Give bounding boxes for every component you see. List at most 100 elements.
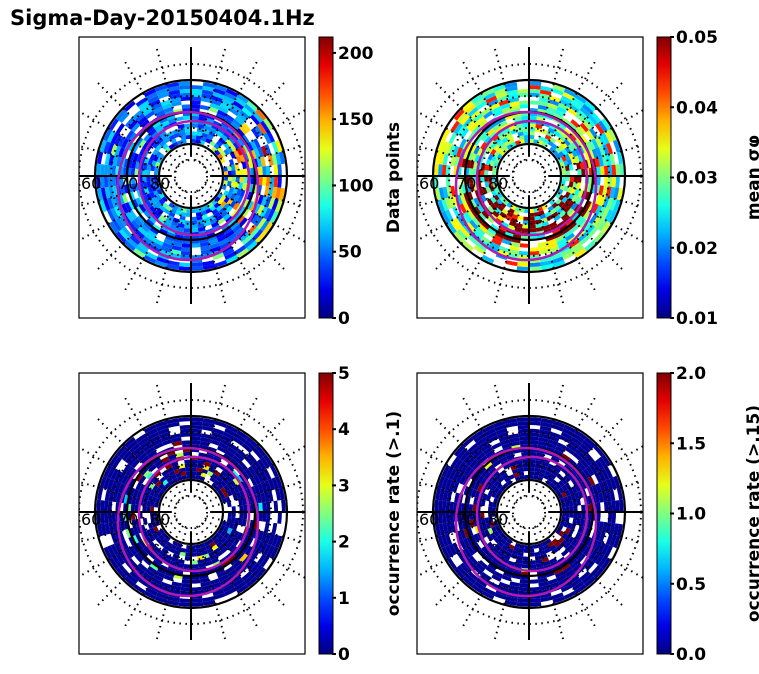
heatmap-bin bbox=[485, 158, 492, 166]
heatmap-bin bbox=[135, 481, 143, 491]
heatmap-bin bbox=[493, 144, 501, 152]
heatmap-bin bbox=[219, 241, 231, 250]
heatmap-bin bbox=[484, 164, 490, 171]
heatmap-bin bbox=[613, 187, 620, 200]
heatmap-bin bbox=[529, 544, 534, 550]
heatmap-bin bbox=[478, 119, 488, 129]
heatmap-bin bbox=[507, 224, 516, 231]
heatmap-bin bbox=[112, 456, 122, 469]
heatmap-bin bbox=[170, 474, 177, 480]
heatmap-bin bbox=[229, 144, 237, 152]
heatmap-bin bbox=[553, 231, 563, 239]
heatmap-bin bbox=[468, 168, 474, 176]
heatmap-bin bbox=[225, 496, 231, 503]
heatmap-bin bbox=[523, 548, 529, 553]
heatmap-bin bbox=[226, 489, 233, 497]
heatmap-bin bbox=[246, 576, 258, 588]
heatmap-bin bbox=[103, 176, 109, 188]
heatmap-bin bbox=[563, 424, 577, 434]
heatmap-bin bbox=[576, 206, 585, 215]
heatmap-bin bbox=[504, 114, 514, 121]
heatmap-bin bbox=[106, 478, 115, 491]
heatmap-bin bbox=[249, 140, 258, 151]
heatmap-bin bbox=[118, 447, 130, 460]
heatmap-bin bbox=[225, 541, 233, 550]
heatmap-bin bbox=[104, 522, 111, 535]
heatmap-bin bbox=[110, 144, 118, 156]
heatmap-bin bbox=[178, 417, 191, 422]
heatmap-bin bbox=[217, 153, 224, 160]
heatmap-bin bbox=[238, 461, 248, 471]
heatmap-bin bbox=[143, 424, 157, 434]
heatmap-bin bbox=[595, 147, 602, 158]
heatmap-bin bbox=[552, 228, 561, 236]
heatmap-bin bbox=[554, 109, 565, 118]
heatmap-bin bbox=[185, 467, 191, 472]
heatmap-bin bbox=[159, 585, 171, 593]
heatmap-bin bbox=[570, 242, 582, 252]
heatmap-bin bbox=[112, 155, 119, 167]
heatmap-bin bbox=[547, 127, 556, 134]
heatmap-bin bbox=[200, 97, 212, 104]
heatmap-bin bbox=[594, 157, 601, 168]
heatmap-bin bbox=[145, 446, 156, 456]
heatmap-bin bbox=[485, 95, 498, 104]
heatmap-bin bbox=[140, 223, 150, 233]
heatmap-bin bbox=[126, 573, 139, 585]
heatmap-bin bbox=[490, 532, 497, 540]
heatmap-bin bbox=[595, 194, 602, 205]
heatmap-bin bbox=[191, 552, 197, 557]
heatmap-bin bbox=[128, 557, 138, 569]
heatmap-bin bbox=[448, 468, 457, 481]
heatmap-bin bbox=[469, 144, 477, 153]
heatmap-bin bbox=[233, 530, 240, 539]
colorbar-tick-label: 0.02 bbox=[676, 239, 718, 259]
heatmap-bin bbox=[196, 127, 204, 133]
heatmap-bin bbox=[435, 523, 442, 537]
heatmap-bin bbox=[563, 138, 571, 147]
heatmap-bin bbox=[519, 104, 529, 109]
heatmap-bin bbox=[566, 107, 578, 117]
heatmap-bin bbox=[511, 549, 519, 556]
heatmap-bin bbox=[124, 100, 136, 112]
heatmap-bin bbox=[211, 473, 219, 480]
heatmap-bin bbox=[151, 438, 163, 447]
heatmap-bin bbox=[509, 101, 520, 107]
heatmap-bin bbox=[524, 208, 529, 214]
heatmap-bin bbox=[523, 216, 529, 221]
heatmap-bin bbox=[483, 428, 496, 437]
heatmap-bin bbox=[612, 475, 621, 489]
heatmap-bin bbox=[191, 440, 201, 445]
heatmap-bin bbox=[146, 170, 151, 176]
heatmap-bin bbox=[168, 89, 181, 96]
heatmap-bin bbox=[574, 248, 587, 259]
heatmap-bin bbox=[454, 492, 460, 503]
heatmap-bin bbox=[561, 155, 567, 162]
heatmap-bin bbox=[264, 532, 272, 544]
heatmap-bin bbox=[518, 547, 525, 553]
heatmap-bin bbox=[129, 487, 136, 497]
heatmap-bin bbox=[558, 530, 565, 537]
heatmap-bin bbox=[480, 176, 485, 183]
heatmap-bin bbox=[492, 123, 501, 132]
heatmap-bin bbox=[504, 541, 511, 548]
heatmap-bin bbox=[162, 143, 169, 150]
heatmap-bin bbox=[217, 489, 224, 496]
heatmap-bin bbox=[568, 574, 580, 585]
heatmap-bin bbox=[459, 226, 471, 238]
heatmap-bin bbox=[577, 232, 588, 243]
heatmap-bin bbox=[124, 436, 136, 448]
heatmap-bin bbox=[250, 213, 260, 225]
heatmap-bin bbox=[480, 571, 492, 581]
heatmap-bin bbox=[513, 116, 522, 122]
heatmap-bin bbox=[205, 453, 215, 460]
heatmap-bin bbox=[538, 472, 545, 478]
heatmap-bin bbox=[498, 456, 508, 464]
heatmap-bin bbox=[249, 476, 258, 487]
heatmap-bin bbox=[159, 564, 168, 572]
heatmap-bin bbox=[448, 132, 457, 145]
heatmap-bin bbox=[126, 237, 139, 249]
heatmap-bin bbox=[199, 542, 206, 548]
heatmap-bin bbox=[574, 113, 586, 123]
heatmap-bin bbox=[163, 473, 171, 480]
